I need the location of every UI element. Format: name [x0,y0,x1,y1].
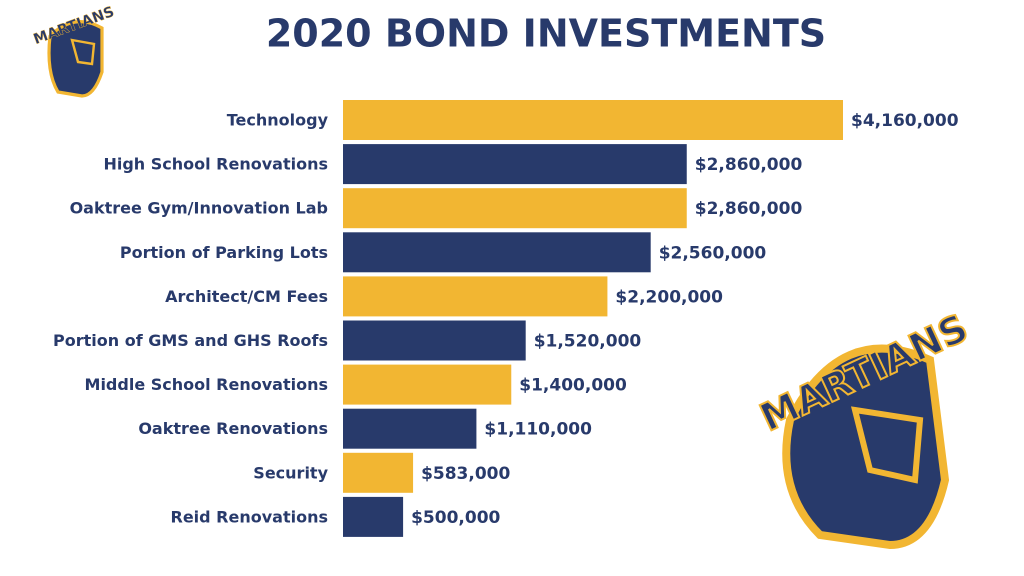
value-label: $4,160,000 [851,111,959,131]
category-label: Reid Renovations [171,507,329,526]
category-label: Security [253,463,328,482]
value-label: $500,000 [411,508,500,528]
small-logo: MARTIANS [31,4,117,98]
logo-visor [850,406,924,484]
value-label: $2,860,000 [695,199,803,219]
bar [343,496,404,537]
bar [343,100,843,140]
bar [343,144,687,185]
category-label: Portion of Parking Lots [120,243,328,262]
bar [343,232,651,273]
chart-title: 2020 BOND INVESTMENTS [266,12,826,56]
category-label: Technology [227,111,329,130]
value-label: $2,200,000 [615,287,723,307]
value-label: $1,400,000 [519,376,627,396]
category-label: Middle School Renovations [85,375,328,394]
bar [343,452,414,493]
bar [343,364,512,405]
category-label: Portion of GMS and GHS Roofs [53,331,328,350]
value-label: $1,520,000 [534,332,642,352]
category-label: Oaktree Renovations [138,419,328,438]
category-label: Oaktree Gym/Innovation Lab [70,199,328,218]
value-label: $2,860,000 [695,155,803,175]
bar [343,276,608,317]
value-label: $583,000 [421,464,510,484]
bar [343,408,477,449]
bar [343,320,526,361]
logo-visor [70,38,96,66]
category-label: High School Renovations [103,155,328,174]
logo-helmet [47,20,104,98]
value-label: $1,110,000 [484,420,592,440]
value-label: $2,560,000 [659,243,767,263]
bar [343,188,687,229]
large-logo: MARTIANS [752,305,975,550]
category-label: Architect/CM Fees [165,287,328,306]
